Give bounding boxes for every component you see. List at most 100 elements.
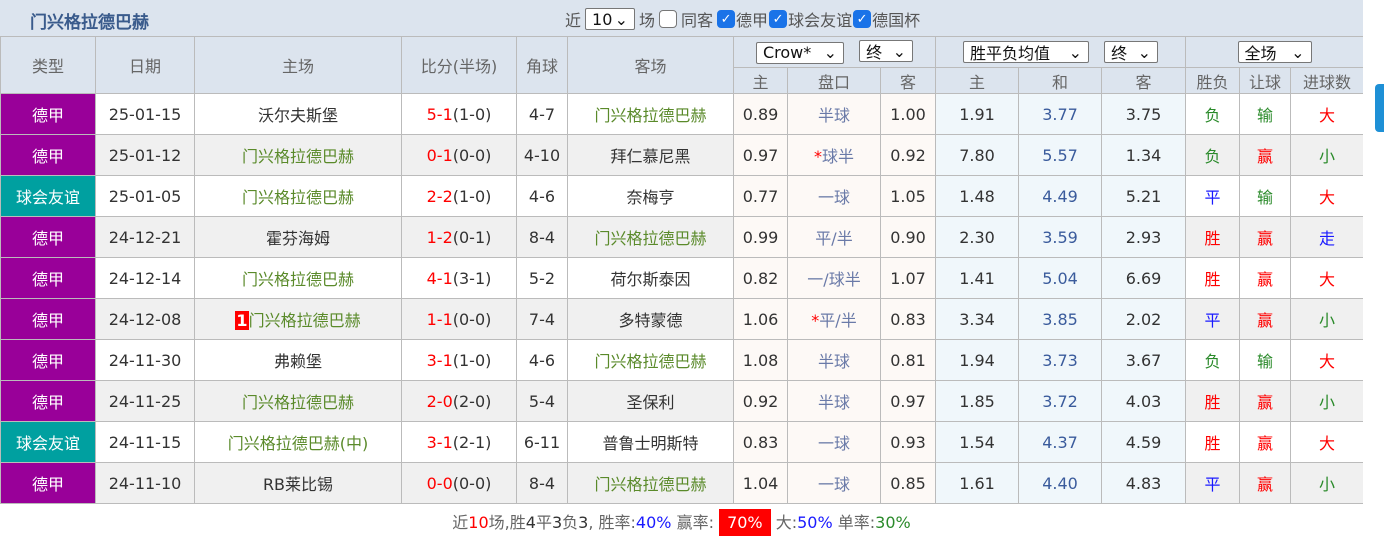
- corners: 6-11: [516, 421, 568, 463]
- odds-stage-select[interactable]: 终 ⌄: [859, 40, 914, 63]
- league-type[interactable]: 德甲: [0, 216, 96, 258]
- league-type[interactable]: 德甲: [0, 257, 96, 299]
- league-checkbox[interactable]: ✓: [717, 10, 736, 28]
- away-team[interactable]: 普鲁士明斯特: [567, 421, 734, 463]
- eu-away-odds: 4.03: [1101, 380, 1187, 422]
- away-team[interactable]: 圣保利: [567, 380, 734, 422]
- score[interactable]: 3-1(1-0): [401, 339, 517, 381]
- away-team[interactable]: 门兴格拉德巴赫: [567, 462, 734, 504]
- away-team[interactable]: 门兴格拉德巴赫: [567, 339, 734, 381]
- ah-line: *球半: [787, 134, 881, 176]
- ah-line: *平/半: [787, 298, 881, 340]
- score[interactable]: 0-0(0-0): [401, 462, 517, 504]
- header-date: 日期: [95, 36, 195, 94]
- league-type[interactable]: 德甲: [0, 93, 96, 135]
- ah-away-odds: 0.83: [879, 298, 937, 340]
- goals-result: 小: [1290, 462, 1365, 504]
- score[interactable]: 5-1(1-0): [401, 93, 517, 135]
- away-team[interactable]: 荷尔斯泰因: [567, 257, 734, 299]
- header-goals: 进球数: [1290, 67, 1365, 94]
- filters: 近 10 ⌄ 场 同客 ✓ 德甲 ✓ 球会友谊 ✓ 德国杯: [565, 7, 920, 31]
- same-away-checkbox[interactable]: [659, 10, 678, 28]
- eu-draw-odds: 5.57: [1018, 134, 1103, 176]
- eu-home-odds: 1.85: [935, 380, 1020, 422]
- goals-result: 大: [1290, 175, 1365, 217]
- table-row: 球会友谊 24-11-15 门兴格拉德巴赫(中) 3-1(2-1) 6-11 普…: [0, 421, 1365, 463]
- league-type[interactable]: 德甲: [0, 462, 96, 504]
- league-checkbox[interactable]: ✓: [769, 10, 788, 28]
- ah-home-odds: 1.06: [733, 298, 788, 340]
- away-team[interactable]: 奈梅亨: [567, 175, 734, 217]
- ah-home-odds: 0.83: [733, 421, 788, 463]
- corners: 5-2: [516, 257, 568, 299]
- home-team[interactable]: RB莱比锡: [194, 462, 402, 504]
- score[interactable]: 3-1(2-1): [401, 421, 517, 463]
- match-date: 24-11-30: [95, 339, 195, 381]
- score[interactable]: 1-2(0-1): [401, 216, 517, 258]
- score[interactable]: 1-1(0-0): [401, 298, 517, 340]
- league-type[interactable]: 德甲: [0, 298, 96, 340]
- header-corners: 角球: [516, 36, 568, 94]
- eu-home-odds: 1.48: [935, 175, 1020, 217]
- league-label: 球会友谊: [788, 11, 853, 30]
- chevron-down-icon: ⌄: [1137, 42, 1152, 62]
- away-team[interactable]: 多特蒙德: [567, 298, 734, 340]
- home-team[interactable]: 门兴格拉德巴赫: [194, 134, 402, 176]
- result: 平: [1185, 462, 1241, 504]
- scrollbar[interactable]: [1363, 0, 1384, 541]
- result: 平: [1185, 175, 1241, 217]
- home-team[interactable]: 霍芬海姆: [194, 216, 402, 258]
- score[interactable]: 4-1(3-1): [401, 257, 517, 299]
- table-row: 球会友谊 25-01-05 门兴格拉德巴赫 2-2(1-0) 4-6 奈梅亨 0…: [0, 175, 1365, 217]
- ah-home-odds: 0.97: [733, 134, 788, 176]
- score[interactable]: 2-0(2-0): [401, 380, 517, 422]
- scrollbar-thumb[interactable]: [1375, 84, 1384, 132]
- home-team[interactable]: 沃尔夫斯堡: [194, 93, 402, 135]
- euro-stage-select[interactable]: 终 ⌄: [1104, 41, 1159, 63]
- home-team[interactable]: 门兴格拉德巴赫(中): [194, 421, 402, 463]
- goals-result: 大: [1290, 339, 1365, 381]
- home-team[interactable]: 弗赖堡: [194, 339, 402, 381]
- result: 胜: [1185, 216, 1241, 258]
- corners: 4-7: [516, 93, 568, 135]
- match-count-select[interactable]: 10 ⌄: [585, 8, 636, 30]
- eu-away-odds: 3.67: [1101, 339, 1187, 381]
- ah-home-odds: 1.04: [733, 462, 788, 504]
- home-team[interactable]: 门兴格拉德巴赫: [194, 257, 402, 299]
- league-type[interactable]: 德甲: [0, 134, 96, 176]
- ah-home-odds: 1.08: [733, 339, 788, 381]
- home-team[interactable]: 门兴格拉德巴赫: [194, 380, 402, 422]
- league-type[interactable]: 球会友谊: [0, 175, 96, 217]
- score[interactable]: 2-2(1-0): [401, 175, 517, 217]
- near-label: 近: [565, 11, 582, 30]
- league-label: 德国杯: [872, 11, 921, 30]
- away-team[interactable]: 门兴格拉德巴赫: [567, 93, 734, 135]
- ah-away-odds: 0.93: [879, 421, 937, 463]
- header-handicap: 让球: [1239, 67, 1292, 94]
- league-label: 德甲: [736, 11, 769, 30]
- unit-label: 场: [639, 11, 656, 30]
- home-team[interactable]: 门兴格拉德巴赫: [194, 175, 402, 217]
- header-away: 客场: [567, 36, 734, 94]
- red-card-badge: 1: [235, 311, 249, 330]
- eu-draw-odds: 5.04: [1018, 257, 1103, 299]
- league-type[interactable]: 德甲: [0, 380, 96, 422]
- eu-home-odds: 1.91: [935, 93, 1020, 135]
- home-team[interactable]: 1门兴格拉德巴赫: [194, 298, 402, 340]
- eu-away-odds: 3.75: [1101, 93, 1187, 135]
- company-select[interactable]: Crow* ⌄: [755, 41, 844, 64]
- goals-result: 大: [1290, 257, 1365, 299]
- league-checkbox[interactable]: ✓: [853, 10, 872, 28]
- eu-draw-odds: 4.37: [1018, 421, 1103, 463]
- chevron-down-icon: ⌄: [1068, 42, 1082, 62]
- eu-draw-odds: 4.49: [1018, 175, 1103, 217]
- league-type[interactable]: 球会友谊: [0, 421, 96, 463]
- score[interactable]: 0-1(0-0): [401, 134, 517, 176]
- euro-type-select[interactable]: 胜平负均值 ⌄: [962, 41, 1089, 63]
- header-eu-draw: 和: [1018, 67, 1103, 94]
- away-team[interactable]: 拜仁慕尼黑: [567, 134, 734, 176]
- away-team[interactable]: 门兴格拉德巴赫: [567, 216, 734, 258]
- period-select[interactable]: 全场 ⌄: [1237, 41, 1312, 63]
- league-type[interactable]: 德甲: [0, 339, 96, 381]
- ah-away-odds: 0.90: [879, 216, 937, 258]
